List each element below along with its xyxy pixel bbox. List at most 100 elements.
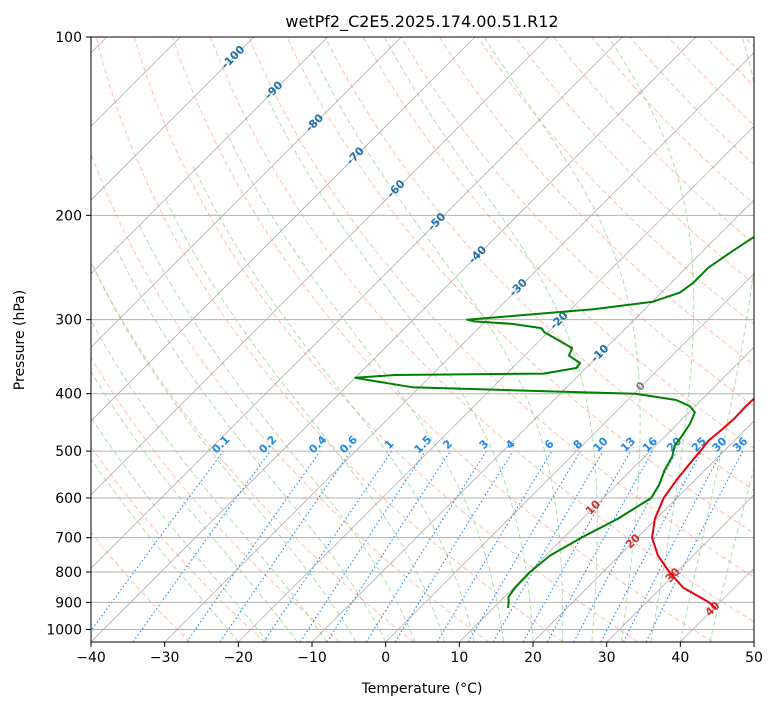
isotherm-line xyxy=(680,567,754,642)
mixing-ratio-line xyxy=(600,450,702,642)
moist-adiabat xyxy=(679,37,754,642)
isotherm-line xyxy=(753,641,754,642)
moist-adiabat xyxy=(91,416,269,642)
moist-adiabat xyxy=(608,37,695,642)
x-tick-label: −40 xyxy=(76,650,106,666)
x-tick-label: 0 xyxy=(381,650,390,666)
x-tick-label: 10 xyxy=(450,650,468,666)
dry-adiabat xyxy=(705,37,754,87)
dry-adiabat xyxy=(210,37,754,623)
mixing-ratio-line xyxy=(219,450,352,642)
y-tick-label: 400 xyxy=(55,387,82,403)
mixing-ratio-line xyxy=(132,450,271,642)
isotherm-line xyxy=(91,37,476,422)
x-axis-label: Temperature (°C) xyxy=(361,681,483,697)
moist-adiabat xyxy=(310,49,564,642)
mixing-ratio-label: 2 xyxy=(440,437,455,452)
isotherm-label: -100 xyxy=(219,43,248,72)
moist-adiabat xyxy=(192,165,475,642)
moist-adiabat xyxy=(91,370,298,642)
isotherm-line xyxy=(238,125,754,642)
moist-adiabat xyxy=(384,37,598,642)
x-tick-label: 20 xyxy=(524,650,542,666)
y-tick-label: 300 xyxy=(55,313,82,329)
x-tick-label: 50 xyxy=(745,650,763,666)
mixing-ratio-line xyxy=(299,450,426,642)
isotherm-line xyxy=(459,346,754,642)
profile-series xyxy=(354,235,754,609)
plot-frame xyxy=(90,36,755,643)
dry-adiabat xyxy=(438,37,754,366)
isotherm-line xyxy=(91,37,255,201)
dry-adiabat xyxy=(477,37,754,325)
moist-adiabat xyxy=(483,37,641,642)
dry-adiabat xyxy=(515,37,754,285)
moist-adiabat xyxy=(114,245,387,642)
mixing-ratio-line xyxy=(263,450,393,642)
moist-adiabat xyxy=(91,458,239,642)
temperature-profile-line xyxy=(651,397,754,609)
x-tick-label: 30 xyxy=(598,650,616,666)
isotherm-label: 20 xyxy=(623,531,643,551)
isotherm-line xyxy=(91,37,697,642)
isotherm-label: -50 xyxy=(425,210,448,233)
isotherm-line xyxy=(532,420,754,642)
isotherm-line xyxy=(91,37,623,569)
mixing-ratio-label: 0.6 xyxy=(337,433,360,456)
isotherm-line xyxy=(606,494,754,642)
moist-adiabat xyxy=(93,267,357,642)
dry-adiabat xyxy=(362,37,754,449)
y-axis-label: Pressure (hPa) xyxy=(12,290,28,390)
mixing-ratio-label: 0.1 xyxy=(209,433,232,456)
y-tick-label: 100 xyxy=(55,30,82,46)
dry-adiabat xyxy=(91,531,191,642)
moist-adiabat xyxy=(163,195,446,642)
dry-adiabat xyxy=(91,260,415,642)
isotherm-label: -30 xyxy=(507,276,530,299)
dry-adiabat xyxy=(324,37,754,491)
dry-adiabat xyxy=(91,356,340,642)
x-tick-label: −10 xyxy=(297,650,327,666)
mixing-ratio-label: 1.5 xyxy=(411,433,434,456)
dry-adiabat xyxy=(133,37,639,642)
isotherm-line xyxy=(91,37,328,275)
y-tick-label: 1000 xyxy=(46,622,82,638)
moist-adiabat xyxy=(709,466,754,642)
dry-adiabat xyxy=(629,37,754,166)
isotherm-label: 10 xyxy=(583,497,603,517)
isotherm-label: -60 xyxy=(384,177,407,200)
moist-adiabat xyxy=(265,94,534,642)
moist-adiabat xyxy=(91,319,328,642)
dry-adiabat xyxy=(95,37,564,642)
isotherm-label: -80 xyxy=(303,111,326,134)
y-tick-label: 200 xyxy=(55,208,82,224)
y-tick-label: 500 xyxy=(55,444,82,460)
mixing-ratio-line xyxy=(394,450,514,642)
mixing-ratio-line xyxy=(546,450,654,642)
mixing-ratio-line xyxy=(522,450,631,642)
dry-adiabat xyxy=(286,37,754,535)
mixing-ratio-line xyxy=(573,450,678,642)
x-tick-label: −30 xyxy=(150,650,180,666)
dry-adiabat xyxy=(91,152,489,642)
isotherm-label: -10 xyxy=(588,342,611,365)
x-tick-label: −20 xyxy=(224,650,254,666)
mixing-ratio-label: 0.2 xyxy=(256,433,279,456)
axis-ticks: −40 −30 −20 −10 0 10 20 30 40 5010020030040050060… xyxy=(46,30,763,666)
y-tick-label: 700 xyxy=(55,531,82,547)
chart-title: wetPf2_C2E5.2025.174.00.51.R12 xyxy=(285,12,558,32)
isotherm-label: -90 xyxy=(262,78,285,101)
dry-adiabat xyxy=(91,446,265,642)
dry-adiabat xyxy=(667,37,754,126)
moist-adiabat xyxy=(137,221,416,642)
dry-adiabat xyxy=(553,37,754,245)
dewpoint-profile-line xyxy=(354,235,754,609)
dry-adiabat xyxy=(400,37,754,407)
mixing-ratio-line xyxy=(326,450,451,642)
line-labels: 0.1 0.2 0.4 0.6 1 1.5 2 3 4 6 8 10 13 16 20 25 30 36-100-… xyxy=(209,43,750,619)
dry-adiabat xyxy=(172,37,713,642)
mixing-ratio-label: 8 xyxy=(571,437,586,452)
dry-adiabat xyxy=(591,37,754,205)
y-tick-label: 600 xyxy=(55,491,82,507)
